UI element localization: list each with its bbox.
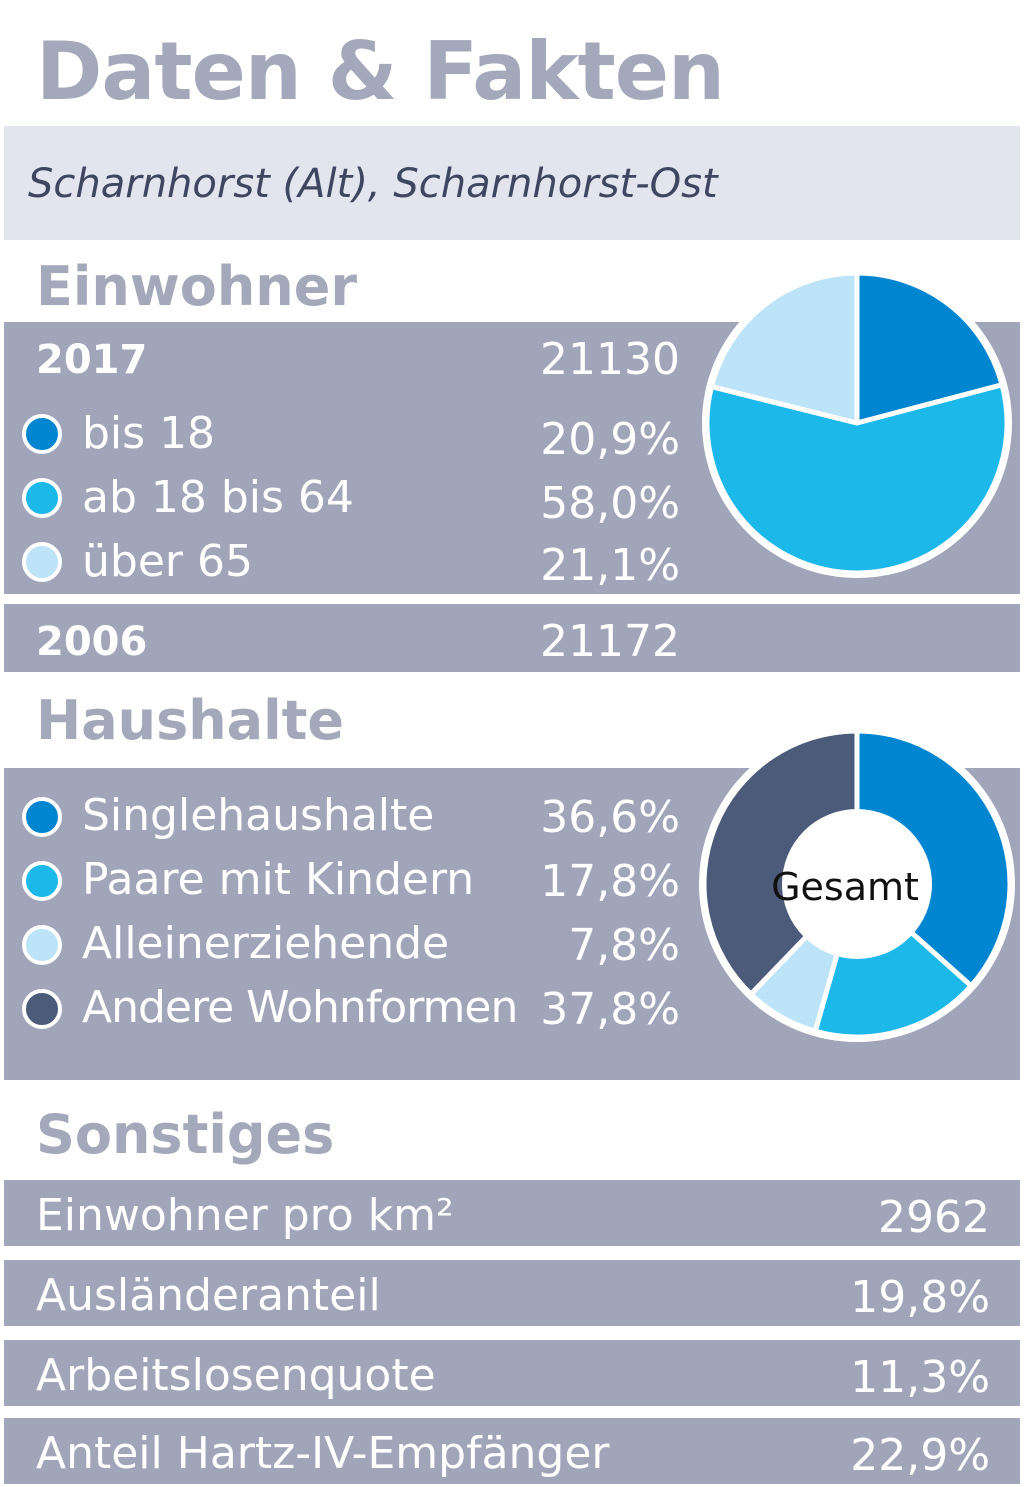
pie-slice-singlehaushalte	[854, 728, 1013, 989]
legend-dot-bis-18	[22, 414, 62, 454]
pie-slice-ab-18-bis-64	[704, 382, 1010, 576]
sonstiges-row	[4, 1260, 1020, 1326]
year-current: 2017	[36, 337, 148, 383]
legend-dot-andere-wohnformen	[22, 989, 62, 1029]
einwohner-pie-chart	[702, 268, 1012, 578]
sonstiges-row	[4, 1340, 1020, 1406]
page-subtitle: Scharnhorst (Alt), Scharnhorst-Ost	[28, 161, 718, 207]
total-current: 21130	[540, 334, 680, 385]
legend-dot-paare-mit-kindern	[22, 861, 62, 901]
legend-value-alleinerziehende: 7,8%	[568, 920, 680, 971]
pie-slice-über-65	[708, 270, 860, 426]
sonstiges-label-hartz-iv: Anteil Hartz-IV-Empfänger	[36, 1428, 610, 1479]
legend-label-andere-wohnformen: Andere Wohnformen	[82, 982, 518, 1033]
legend-dot-singlehaushalte	[22, 797, 62, 837]
legend-dot-alleinerziehende	[22, 925, 62, 965]
sonstiges-row	[4, 1418, 1020, 1484]
sonstiges-value-arbeitslosenquote: 11,3%	[850, 1352, 990, 1403]
legend-label-18-64: ab 18 bis 64	[82, 472, 354, 523]
section-heading-haushalte: Haushalte	[36, 689, 345, 752]
legend-label-ueber-65: über 65	[82, 536, 253, 587]
legend-label-alleinerziehende: Alleinerziehende	[82, 918, 450, 969]
legend-value-singlehaushalte: 36,6%	[540, 792, 680, 843]
year-past: 2006	[36, 619, 148, 665]
sonstiges-value-hartz-iv: 22,9%	[850, 1430, 990, 1481]
legend-value-paare-mit-kindern: 17,8%	[540, 856, 680, 907]
total-past: 21172	[540, 616, 680, 667]
sonstiges-label-arbeitslosenquote: Arbeitslosenquote	[36, 1350, 436, 1401]
legend-label-paare-mit-kindern: Paare mit Kindern	[82, 854, 475, 905]
sonstiges-value-auslaenderanteil: 19,8%	[850, 1272, 990, 1323]
sonstiges-value-dichte: 2962	[878, 1192, 990, 1243]
section-heading-einwohner: Einwohner	[36, 255, 357, 318]
legend-label-singlehaushalte: Singlehaushalte	[82, 790, 435, 841]
legend-value-bis-18: 20,9%	[540, 414, 680, 465]
donut-hole	[782, 809, 932, 959]
einwohner-2006-band	[4, 604, 1020, 672]
sonstiges-label-dichte: Einwohner pro km²	[36, 1190, 454, 1241]
legend-value-18-64: 58,0%	[540, 478, 680, 529]
section-heading-sonstiges: Sonstiges	[36, 1103, 335, 1166]
sonstiges-label-auslaenderanteil: Ausländeranteil	[36, 1270, 381, 1321]
subtitle-bar	[4, 126, 1020, 240]
pie-slice-andere-wohnformen	[701, 728, 860, 997]
page-title: Daten & Fakten	[36, 25, 725, 118]
donut-center-label: Gesamt	[771, 865, 919, 909]
legend-value-ueber-65: 21,1%	[540, 540, 680, 591]
legend-label-bis-18: bis 18	[82, 408, 216, 459]
legend-value-andere-wohnformen: 37,8%	[540, 984, 680, 1035]
legend-dot-18-64	[22, 478, 62, 518]
legend-dot-ueber-65	[22, 542, 62, 582]
pie-slice-bis-18	[854, 270, 1005, 426]
haushalte-donut-chart	[699, 726, 1015, 1042]
sonstiges-row	[4, 1180, 1020, 1246]
